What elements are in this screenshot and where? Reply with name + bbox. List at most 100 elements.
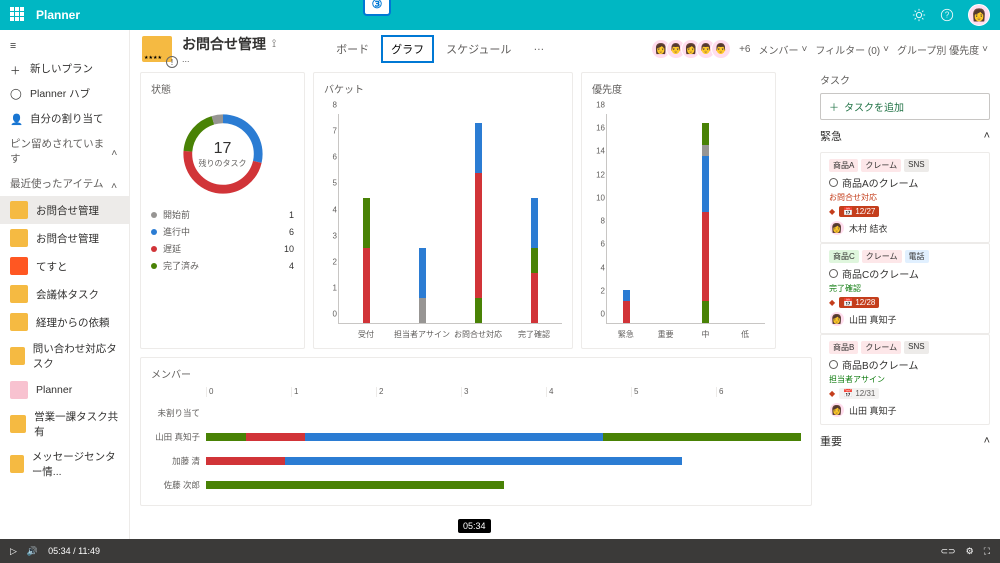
nav-new-plan[interactable]: ＋新しいプラン (0, 56, 129, 81)
chart-bar (475, 123, 482, 323)
task-tag: 商品C (829, 250, 859, 263)
sidebar-item[interactable]: メッセージセンター情... (0, 444, 129, 484)
member-avatars[interactable]: 👩👨👩👨👨 (656, 39, 731, 59)
complete-circle-icon[interactable] (829, 360, 838, 369)
tab[interactable]: スケジュール (436, 35, 521, 63)
tab[interactable]: グラフ (381, 35, 434, 63)
tab[interactable]: … (523, 35, 554, 63)
time-display: 05:34 / 11:49 (48, 546, 100, 556)
due-date: 📅 12/28 (839, 297, 879, 308)
alert-icon[interactable]: ! (166, 56, 178, 68)
donut-total: 17 (214, 140, 232, 158)
priority-icon: ◆ (829, 207, 835, 216)
plan-tile-icon (10, 455, 24, 473)
assignee-name: 山田 真知子 (849, 313, 897, 326)
circle-icon: ◯ (10, 88, 22, 100)
task-panel: タスク ＋ タスクを追加 緊急 ˄ 商品AクレームSNS 商品Aのクレーム お問合せ… (820, 72, 990, 533)
nav-hub[interactable]: ◯ Planner ハブ (0, 81, 129, 106)
legend-row: 進行中6 (151, 223, 294, 240)
bar-segment (305, 433, 603, 441)
legend-label: 遅延 (163, 242, 278, 255)
bar-segment (246, 433, 306, 441)
sidebar-item[interactable]: 問い合わせ対応タスク (0, 336, 129, 376)
nav-group-label: 最近使ったアイテム (10, 176, 103, 191)
task-title: 商品Aのクレーム (842, 175, 918, 190)
nav-group-label: ピン留めされています (10, 136, 111, 166)
task-tag: 商品A (829, 159, 858, 172)
nav-group-recent[interactable]: 最近使ったアイテム˄ (0, 171, 129, 196)
fullscreen-icon[interactable]: ⛶ (984, 546, 990, 557)
task-card[interactable]: 商品Cクレーム電話 商品Cのクレーム 完了確認 ◆📅 12/28 👩山田 真知子 (820, 243, 990, 334)
user-avatar[interactable]: 👩 (968, 4, 990, 26)
task-card[interactable]: 商品BクレームSNS 商品Bのクレーム 担当者アサイン ◆📅 12/31 👩山田… (820, 334, 990, 425)
assignee-name: 木村 結衣 (849, 222, 888, 235)
play-icon[interactable]: ▷ (10, 546, 17, 557)
sidebar-item[interactable]: 営業一課タスク共有 (0, 404, 129, 444)
assignee-name: 山田 真知子 (849, 404, 897, 417)
section-label: 緊急 (820, 128, 842, 144)
plus-icon: ＋ (829, 99, 839, 114)
sidebar-item-label: Planner (36, 384, 72, 396)
sidebar-item-label: 経理からの依頼 (36, 315, 110, 330)
tab[interactable]: ボード (326, 35, 379, 63)
sidebar-item[interactable]: てすと (0, 252, 129, 280)
complete-circle-icon[interactable] (829, 269, 838, 278)
legend-row: 遅延10 (151, 240, 294, 257)
waffle-icon[interactable] (10, 7, 26, 23)
sidebar-item-label: メッセージセンター情... (32, 449, 119, 479)
bar-segment (206, 481, 504, 489)
dropdown-label: フィルター (0) (815, 42, 880, 57)
section-important[interactable]: 重要˄ (820, 431, 990, 451)
assignee-avatar: 👩 (829, 220, 845, 236)
add-task-button[interactable]: ＋ タスクを追加 (820, 93, 990, 120)
hamburger-icon[interactable]: ≡ (0, 36, 129, 56)
members-dropdown[interactable]: メンバー˅ (758, 42, 807, 57)
task-tag: 商品B (829, 341, 858, 354)
volume-icon[interactable]: 🔊 (27, 546, 38, 557)
nav-mytasks[interactable]: 👤自分の割り当て (0, 106, 129, 131)
plan-tile-icon (10, 201, 28, 219)
member-name: 佐藤 次郎 (151, 479, 206, 491)
settings-icon[interactable]: ⚙ (966, 546, 974, 557)
legend-dot (151, 246, 157, 252)
cc-icon[interactable]: ⊂⊃ (941, 546, 956, 557)
add-task-label: タスクを追加 (844, 99, 904, 114)
member-row: 加藤 清 (151, 449, 801, 473)
tabs: ボードグラフスケジュール… (326, 35, 554, 63)
chevron-up-icon: ˄ (984, 435, 990, 447)
chart-bar (363, 198, 370, 323)
nav-label: Planner ハブ (30, 86, 90, 101)
plan-tile-icon (10, 347, 25, 365)
gear-icon[interactable] (912, 8, 926, 22)
section-urgent[interactable]: 緊急 ˄ (820, 126, 990, 146)
sidebar-item[interactable]: お問合せ管理 (0, 224, 129, 252)
chart-bar (623, 290, 630, 323)
group-dropdown[interactable]: グループ別 優先度˅ (897, 42, 988, 57)
sidebar-item-label: てすと (36, 259, 68, 274)
sidebar-item-label: 会議体タスク (36, 287, 99, 302)
task-tag: クレーム (861, 159, 901, 172)
extra-count: +6 (739, 44, 750, 55)
sidebar-item[interactable]: Planner (0, 376, 129, 404)
bar-segment (206, 433, 246, 441)
card-title: バケット (324, 81, 562, 96)
legend-dot (151, 212, 157, 218)
sidebar-item[interactable]: お問合せ管理 (0, 196, 129, 224)
legend-dot (151, 229, 157, 235)
filter-dropdown[interactable]: フィルター (0)˅ (815, 42, 889, 57)
chevron-up-icon: ˄ (111, 147, 119, 155)
chevron-down-icon: ˅ (883, 44, 889, 55)
complete-circle-icon[interactable] (829, 178, 838, 187)
task-card[interactable]: 商品AクレームSNS 商品Aのクレーム お問合せ対応 ◆📅 12/27 👩木村 … (820, 152, 990, 243)
chevron-up-icon: ˄ (984, 130, 990, 142)
help-icon[interactable]: ? (940, 8, 954, 22)
task-tag: クレーム (861, 341, 901, 354)
nav-group-pinned[interactable]: ピン留めされています˄ (0, 131, 129, 171)
task-panel-title: タスク (820, 72, 990, 87)
sidebar-item[interactable]: 経理からの依頼 (0, 308, 129, 336)
pin-icon[interactable]: ⟟ (272, 38, 276, 51)
task-tag: SNS (904, 159, 928, 172)
plan-tile-icon (10, 381, 28, 399)
sidebar-item[interactable]: 会議体タスク (0, 280, 129, 308)
plan-tile-icon (10, 285, 28, 303)
